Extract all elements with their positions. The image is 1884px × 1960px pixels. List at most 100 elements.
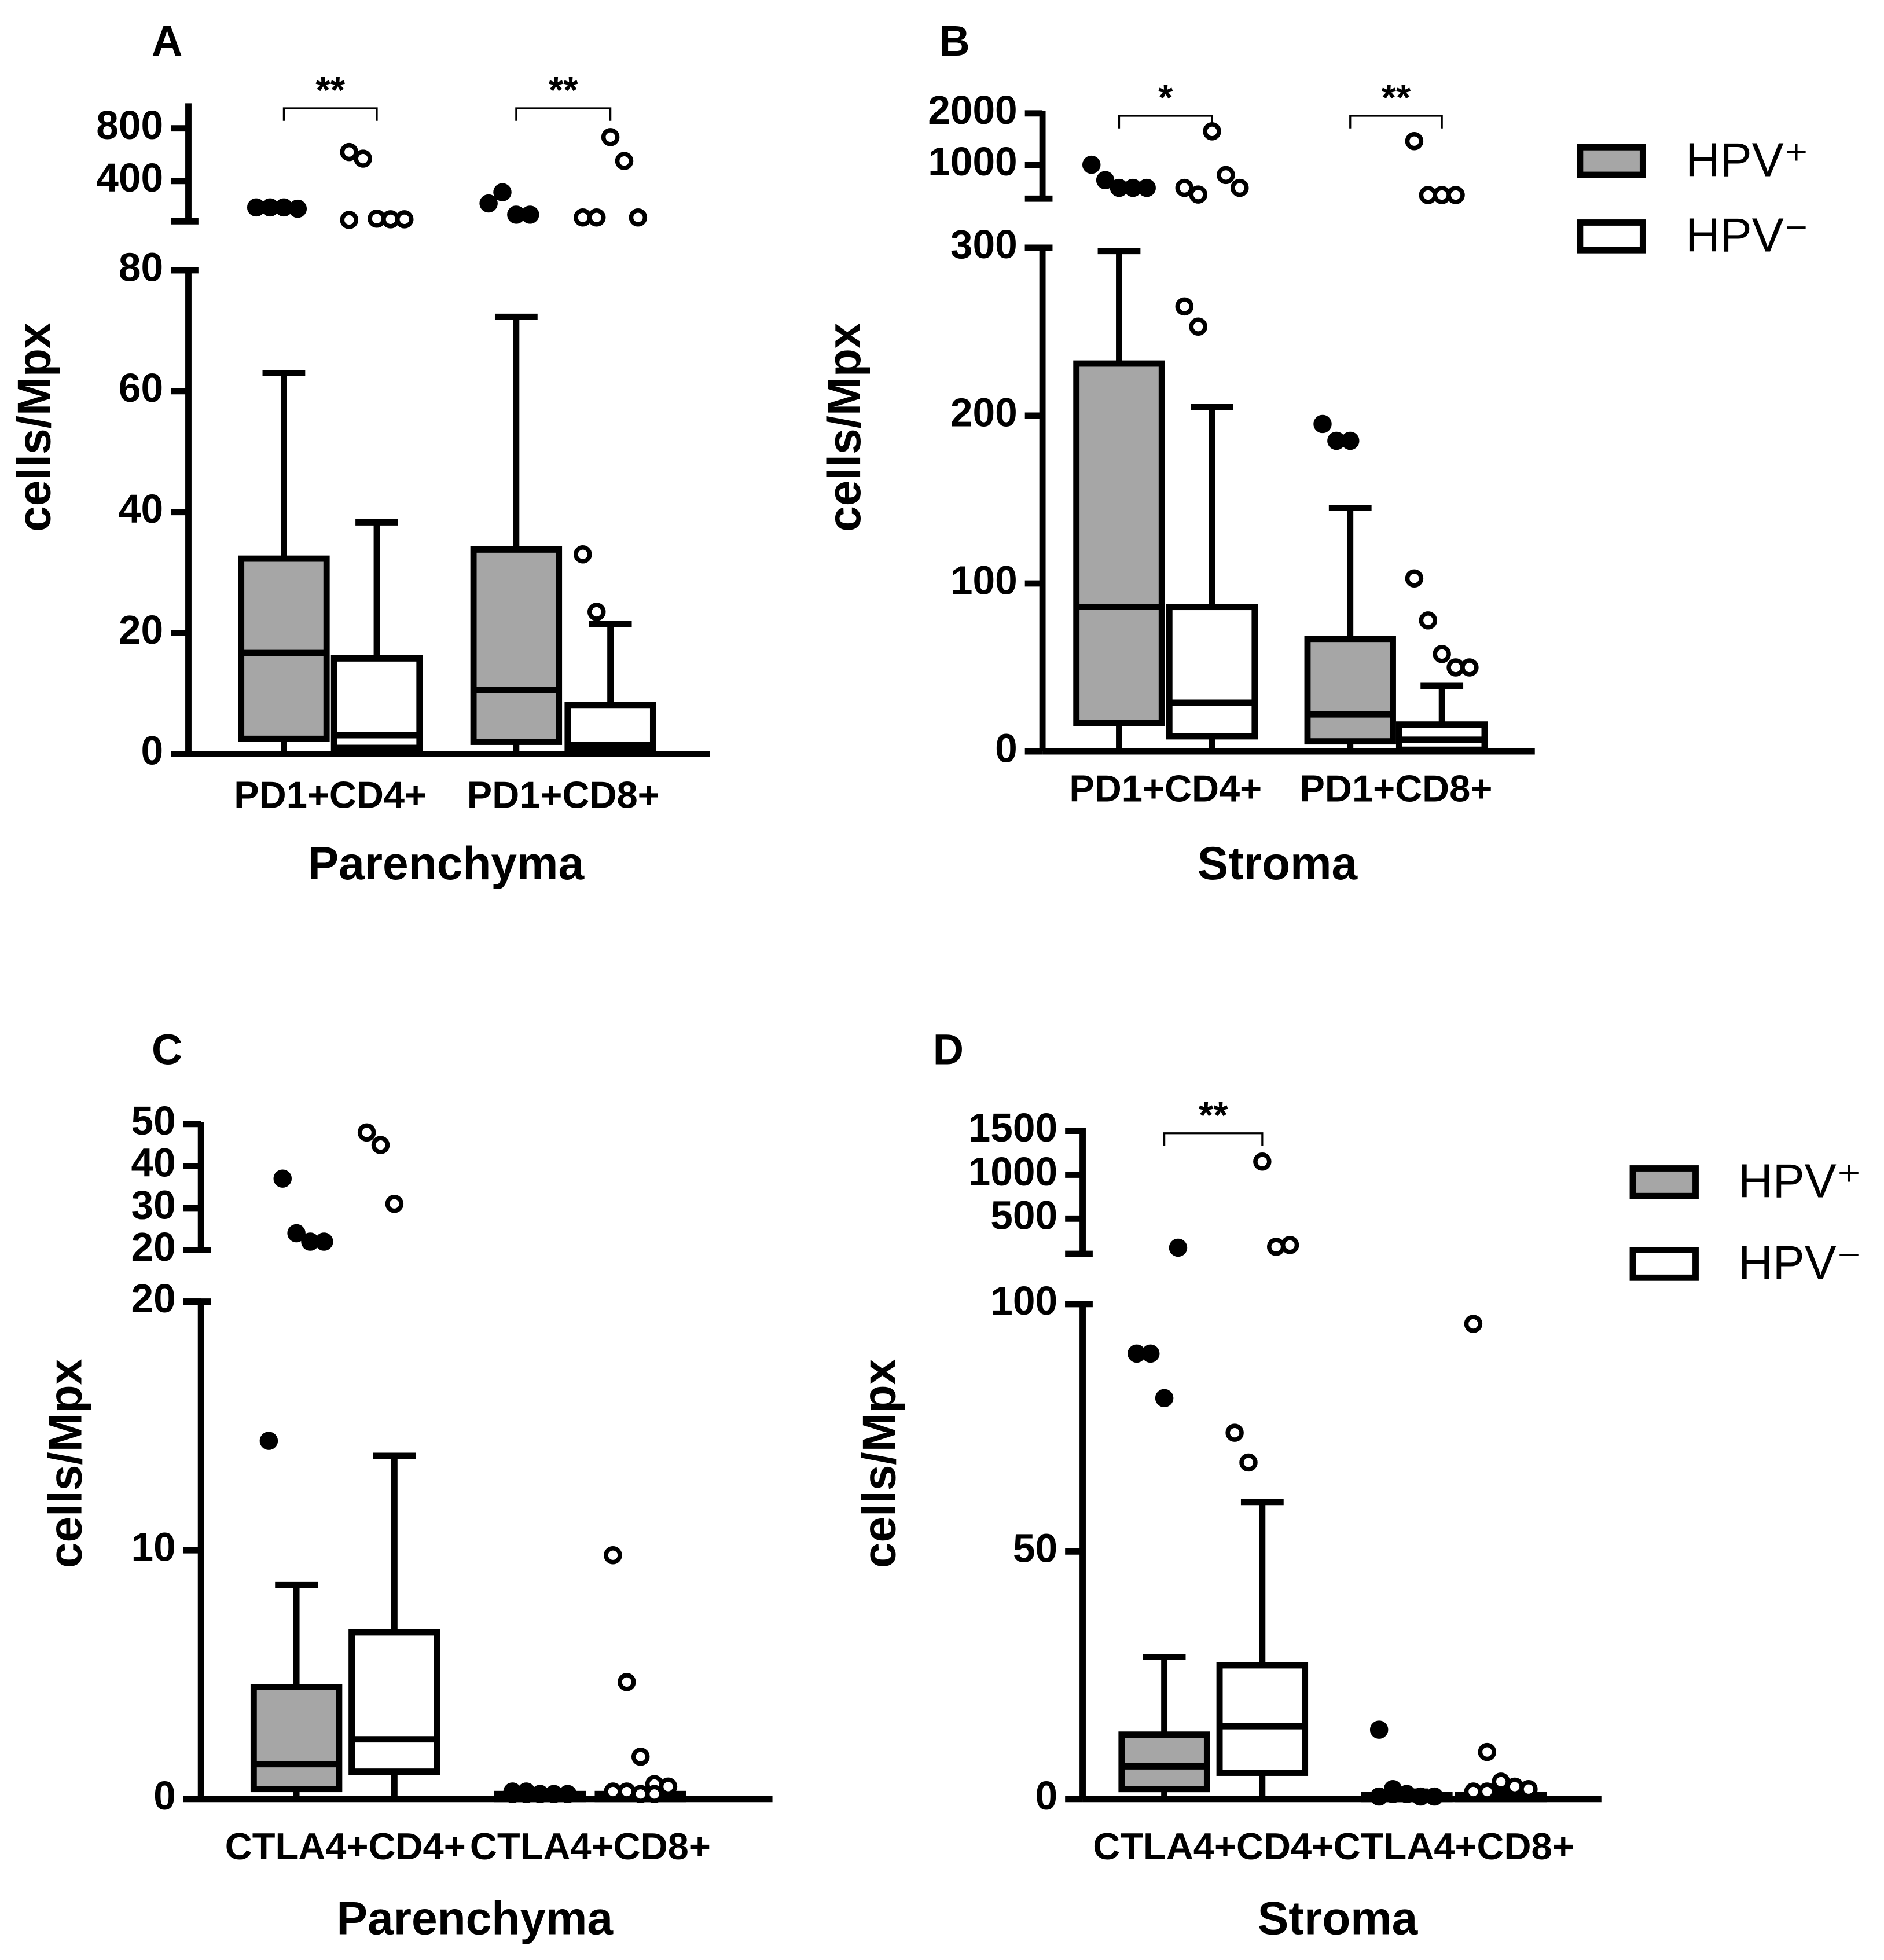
box <box>470 546 563 745</box>
y-tick-label: 20 <box>119 607 163 652</box>
y-tick-label: 2000 <box>928 87 1017 133</box>
outlier <box>1266 1238 1286 1256</box>
outlier <box>1425 1787 1444 1806</box>
y-tick-label: 50 <box>1013 1526 1057 1571</box>
outlier <box>645 1785 664 1803</box>
y-tick-label: 40 <box>119 486 163 531</box>
significance-label: ** <box>549 69 578 111</box>
legend-swatch <box>1577 219 1646 254</box>
x-tick-label: PD1+CD8+ <box>1300 768 1493 810</box>
outlier <box>1082 155 1101 174</box>
outlier <box>1169 1238 1188 1257</box>
outlier <box>1383 1785 1402 1804</box>
outlier <box>315 1232 333 1251</box>
outlier <box>273 1169 292 1188</box>
x-tick-label: PD1+CD4+ <box>1069 768 1262 810</box>
y-tick-label: 100 <box>990 1278 1057 1323</box>
outlier <box>1419 611 1438 630</box>
box <box>348 1629 440 1775</box>
outlier <box>493 183 512 201</box>
significance-label: ** <box>1382 76 1411 119</box>
y-tick-label: 500 <box>990 1193 1057 1238</box>
outlier <box>1478 1742 1497 1761</box>
outlier <box>1155 1389 1174 1408</box>
outlier <box>395 210 414 229</box>
y-tick-label: 0 <box>1035 1773 1058 1818</box>
y-axis-title: cells/Mpx <box>818 322 871 532</box>
outlier <box>1446 186 1465 204</box>
outlier <box>559 1785 577 1803</box>
y-tick-label: 100 <box>950 557 1018 603</box>
y-tick-label: 0 <box>995 725 1018 770</box>
y-tick-label: 20 <box>131 1224 176 1269</box>
panel-label: C <box>152 1025 182 1073</box>
y-tick-label: 1000 <box>968 1149 1057 1194</box>
outlier <box>587 603 606 621</box>
outlier <box>1460 658 1479 677</box>
outlier <box>1175 178 1194 197</box>
outlier <box>371 1136 390 1154</box>
outlier <box>1464 1315 1483 1333</box>
x-tick-label: CTLA4+CD8+ <box>470 1825 711 1867</box>
outlier <box>1405 569 1424 588</box>
outlier <box>629 208 648 227</box>
x-tick-label: CTLA4+CD8+ <box>1334 1825 1574 1867</box>
y-tick-label: 20 <box>131 1276 176 1321</box>
outlier <box>1433 645 1451 663</box>
x-axis-title: Parenchyma <box>337 1893 614 1945</box>
panel-label: D <box>933 1025 964 1073</box>
outlier <box>574 545 592 564</box>
box <box>238 555 330 742</box>
box <box>1073 360 1165 726</box>
outlier <box>1096 171 1115 190</box>
significance-bracket <box>515 107 612 121</box>
significance-bracket <box>1349 115 1443 129</box>
significance-bracket <box>1118 115 1213 129</box>
x-tick-label: CTLA4+CD4+ <box>1093 1825 1334 1867</box>
significance-label: ** <box>1199 1094 1228 1136</box>
outlier <box>618 1673 636 1691</box>
x-tick-label: CTLA4+CD4+ <box>225 1825 466 1867</box>
outlier <box>357 1123 376 1142</box>
y-tick-label: 30 <box>131 1182 176 1227</box>
outlier <box>1505 1777 1524 1796</box>
outlier <box>1253 1152 1272 1171</box>
outlier <box>385 1194 404 1213</box>
y-tick-label: 200 <box>950 390 1018 435</box>
outlier <box>604 1546 622 1565</box>
x-axis-title: Stroma <box>1198 838 1358 890</box>
outlier <box>1519 1780 1538 1798</box>
outlier <box>1341 431 1360 450</box>
outlier <box>1280 1236 1299 1254</box>
box <box>1304 636 1396 745</box>
box <box>250 1684 343 1793</box>
box <box>1166 604 1258 740</box>
box <box>1216 1662 1309 1776</box>
outlier <box>288 199 307 218</box>
outlier <box>531 1785 549 1803</box>
y-axis-title: cells/Mpx <box>8 322 60 532</box>
outlier <box>340 211 358 229</box>
panel-label: A <box>152 17 182 65</box>
y-tick-label: 10 <box>131 1525 176 1570</box>
outlier <box>1313 414 1332 434</box>
legend-swatch <box>1629 1247 1699 1281</box>
y-tick-label: 0 <box>141 728 163 773</box>
y-tick-label: 400 <box>96 155 163 200</box>
outlier <box>340 142 358 162</box>
outlier <box>1175 297 1194 316</box>
outlier <box>659 1777 678 1796</box>
y-tick-label: 1500 <box>968 1105 1057 1150</box>
outlier <box>1203 122 1221 141</box>
y-axis-title: cells/Mpx <box>40 1359 92 1568</box>
outlier <box>287 1224 306 1243</box>
y-tick-label: 300 <box>950 222 1018 267</box>
outlier <box>1405 132 1424 151</box>
x-tick-label: PD1+CD4+ <box>234 774 427 816</box>
y-tick-label: 60 <box>119 365 163 410</box>
outlier <box>1231 178 1249 197</box>
outlier <box>259 1432 278 1450</box>
outlier <box>615 152 634 170</box>
outlier <box>479 194 498 213</box>
